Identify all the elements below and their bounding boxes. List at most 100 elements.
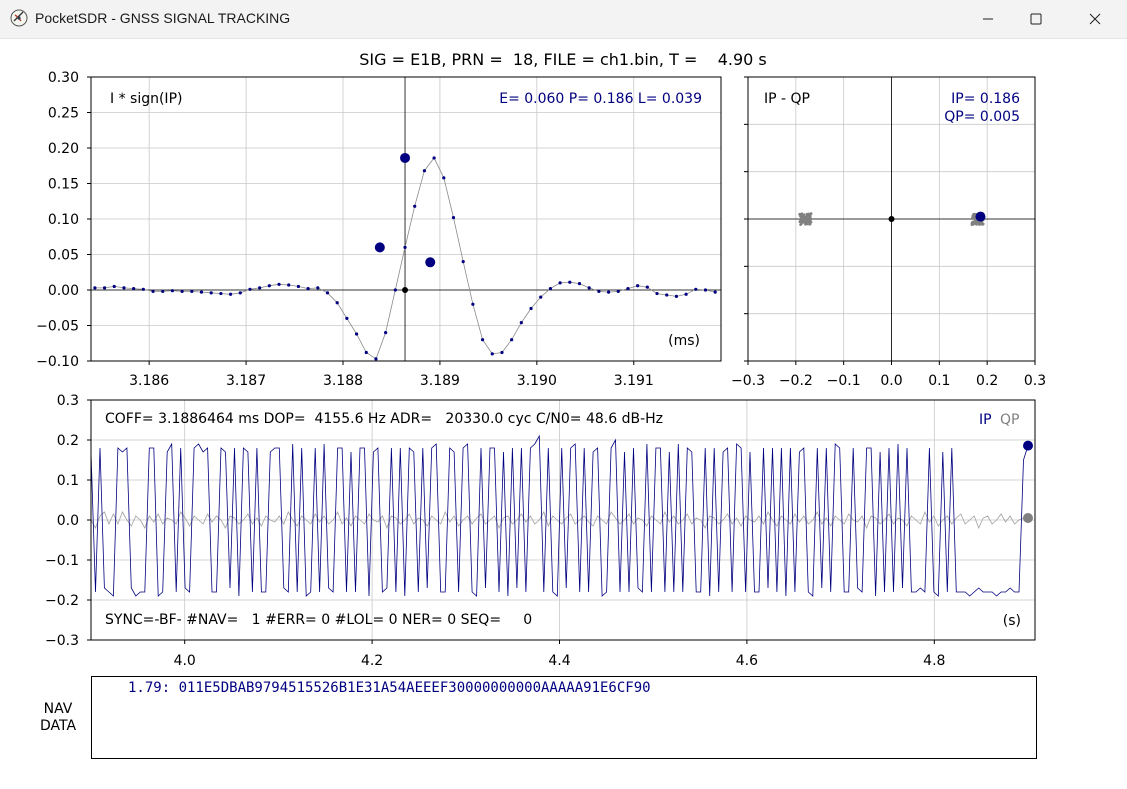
correlation-point [393,288,397,292]
correlation-point [616,289,620,294]
correlation-point [500,350,504,355]
correlation-point [471,302,475,306]
iq-sample-point [975,223,978,226]
correlation-point [626,286,630,291]
correlation-point [597,289,601,294]
iq-qp-readout: QP= 0.005 [944,109,1020,125]
correlation-point [296,284,301,289]
correlation-point [238,291,242,295]
correlation-point [606,290,611,294]
correlation-point [141,287,145,291]
correlation-point [403,245,407,249]
correlation-point [645,285,649,289]
correlation-point [180,289,184,294]
correlation-point [432,156,436,160]
x-tick-label: −0.1 [827,373,861,389]
correlation-point [384,331,388,335]
y-tick-label: 0.10 [48,212,79,228]
x-tick-label: 3.190 [517,373,557,389]
correlation-point [413,204,417,208]
maximize-button[interactable] [1013,0,1059,38]
correlation-point [267,284,271,288]
correlation-point [568,280,572,284]
maximize-icon [1030,13,1042,25]
x-tick-label: 4.2 [361,653,383,669]
x-tick-label: 4.0 [174,653,196,669]
correlation-point [674,294,679,298]
y-tick-label: −0.05 [36,319,79,335]
correlation-point [199,290,204,294]
correlation-point [694,287,698,291]
plot-title: SIG = E1B, PRN = 18, FILE = ch1.bin, T =… [359,50,767,69]
late-point [425,257,436,268]
y-tick-label: −0.10 [36,354,79,370]
minimize-button[interactable] [965,0,1011,38]
status-readout: COFF= 3.1886464 ms DOP= 4155.6 Hz ADR= 2… [105,411,663,427]
legend-qp: QP [1000,412,1019,428]
x-tick-label: 3.188 [323,373,363,389]
iq-sample-point [971,216,974,220]
iq-sample-point [973,216,976,220]
correlator-plot: 3.186 3.187 3.188 3.189 3.190 3.191 −0.10 −0.05… [36,70,722,389]
time-unit: (s) [1003,613,1021,629]
x-tick-label: 0.0 [880,373,902,389]
title-bar: PocketSDR - GNSS SIGNAL TRACKING [0,0,1127,39]
correlation-point [684,292,688,296]
correlation-point [577,282,582,286]
window-title: PocketSDR - GNSS SIGNAL TRACKING [35,10,291,26]
nav-data-box[interactable]: 1.79: 011E5DBAB9794515526B1E31A54AEEEF30… [91,676,1037,759]
iq-sample-point [970,221,974,225]
ip-series-line [90,434,1029,597]
correlation-point [306,286,310,291]
correlation-point [151,289,155,294]
y-tick-label: 0.0 [57,513,79,529]
y-tick-label: −0.3 [45,633,79,649]
correlation-point [354,332,359,336]
satellite-dish-icon [10,9,28,27]
iq-origin-point [888,216,895,222]
ip-last-point [1023,440,1033,451]
early-point [374,242,385,253]
y-tick-label: 0.30 [48,70,79,86]
correlation-point [325,291,330,295]
sync-readout: SYNC=-BF- #NAV= 1 #ERR= 0 #LOL= 0 NER= 0… [105,612,532,628]
correlation-point [655,291,659,296]
correlation-point [510,338,514,342]
x-tick-label: 3.189 [420,373,460,389]
x-tick-label: 0.2 [976,373,998,389]
iq-sample-point [799,212,803,216]
iq-current-point [975,211,986,222]
correlation-point [636,284,640,288]
iq-sample-point [808,217,812,220]
x-tick-label: 3.186 [129,373,169,389]
correlation-point [170,289,175,293]
iq-sample-point [977,222,981,225]
legend-ip: IP [979,412,992,428]
correlation-point [112,284,116,289]
correlation-point [548,286,553,291]
correlation-point [102,286,107,290]
qp-last-point [1023,513,1033,523]
close-button[interactable] [1072,0,1118,38]
iq-label: IP - QP [764,91,810,107]
correlation-point [665,293,669,297]
x-tick-label: −0.3 [731,373,765,389]
ip-qp-time-plot: 4.0 4.2 4.4 4.6 4.8−0.3−0.2−0.10.00.10.20.3 … [45,393,1036,669]
tracking-plots: SIG = E1B, PRN = 18, FILE = ch1.bin, T =… [36,50,1046,669]
iq-ip-readout: IP= 0.186 [951,91,1020,107]
correlation-point [209,291,213,295]
iq-sample-point [799,223,802,226]
x-tick-label: 4.8 [923,653,945,669]
y-tick-label: −0.2 [45,593,79,609]
nav-data-label: NAV DATA [28,701,88,735]
x-tick-label: 4.6 [736,653,758,669]
nav-label-line1: NAV [43,701,73,717]
y-tick-label: 0.20 [48,141,79,157]
correlation-point [316,286,320,290]
iq-sample-point [980,222,984,226]
correlation-point [258,286,262,290]
correlation-point [219,291,223,296]
correlation-point [287,283,291,287]
y-tick-label: 0.1 [57,473,79,489]
zero-point [402,287,409,293]
